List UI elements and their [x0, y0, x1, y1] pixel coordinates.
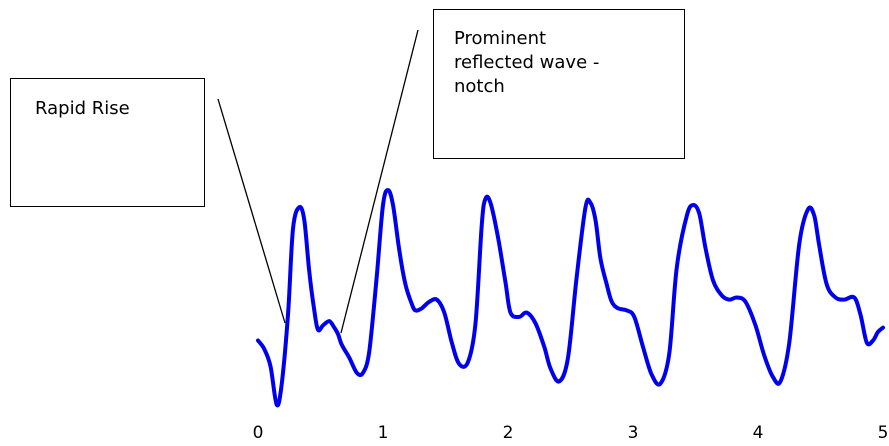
waveform-series-line — [256, 188, 885, 408]
reflected-notch-callout: Prominent reflected wave - notch — [433, 9, 685, 159]
series-layer — [256, 188, 885, 408]
x-tick-label: 4 — [753, 423, 764, 442]
x-tick-label: 1 — [378, 423, 389, 442]
notch-leader-line — [340, 29, 419, 334]
rapid-rise-callout: Rapid Rise — [10, 78, 205, 207]
x-tick-label: 2 — [503, 423, 514, 442]
x-tick-label: 0 — [253, 423, 264, 442]
rapid-rise-leader-line — [217, 98, 286, 324]
rapid-rise-label: Rapid Rise — [35, 98, 130, 119]
x-axis-tick-labels: 0 1 2 3 4 5 — [253, 423, 889, 443]
x-tick-label: 3 — [628, 423, 639, 442]
reflected-notch-label: Prominent reflected wave - notch — [454, 28, 600, 97]
callout-leader-lines — [217, 29, 419, 334]
x-tick-label: 5 — [878, 423, 889, 442]
